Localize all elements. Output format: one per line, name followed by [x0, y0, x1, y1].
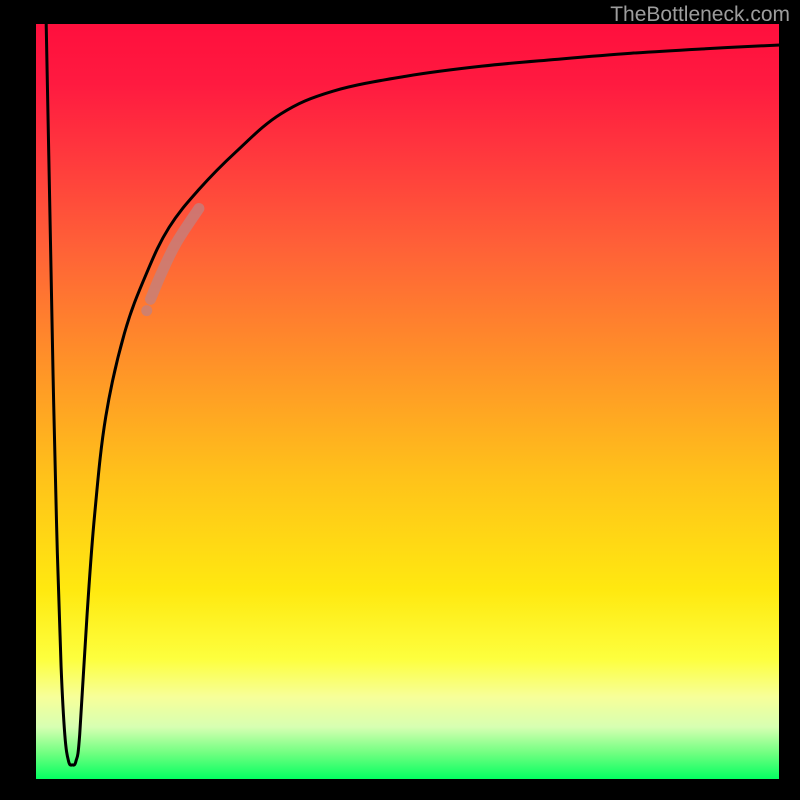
chart-container: TheBottleneck.com — [0, 0, 800, 800]
watermark-text: TheBottleneck.com — [610, 3, 790, 27]
highlight-dot — [141, 305, 152, 316]
plot-background — [35, 23, 780, 780]
bottleneck-chart — [0, 0, 800, 800]
